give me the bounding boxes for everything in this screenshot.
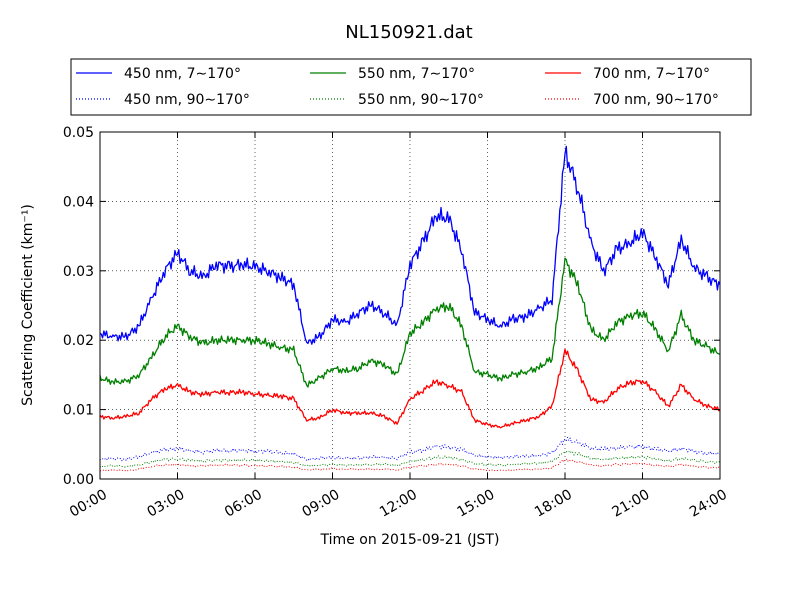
legend-box — [70, 58, 752, 116]
series-group — [99, 145, 721, 472]
series-line-2 — [99, 348, 721, 429]
y-tick-label: 0.00 — [63, 472, 94, 488]
y-tick-label: 0.03 — [63, 264, 94, 280]
series-line-4 — [99, 450, 721, 468]
legend-label: 700 nm, 7∼170° — [593, 66, 710, 82]
y-tick-label: 0.02 — [63, 333, 94, 349]
legend-label: 550 nm, 7∼170° — [358, 66, 475, 82]
legend-label: 450 nm, 90∼170° — [124, 92, 250, 108]
legend: 450 nm, 7∼170° 550 nm, 7∼170° 700 nm, 7∼17… — [76, 66, 719, 108]
series-line-3 — [99, 436, 721, 462]
y-tick-label: 0.04 — [63, 194, 94, 210]
chart-title: NL150921.dat — [345, 22, 472, 43]
y-tick-label: 0.05 — [63, 125, 94, 141]
grid — [100, 132, 720, 479]
series-line-0 — [99, 145, 721, 345]
y-axis-label: Scattering Coefficient (km⁻¹) — [20, 204, 36, 406]
y-tick-label: 0.01 — [63, 403, 94, 419]
legend-label: 450 nm, 7∼170° — [124, 66, 241, 82]
legend-label: 550 nm, 90∼170° — [358, 92, 484, 108]
legend-label: 700 nm, 90∼170° — [593, 92, 719, 108]
x-axis-label: Time on 2015-09-21 (JST) — [320, 532, 500, 548]
series-line-1 — [99, 257, 721, 388]
